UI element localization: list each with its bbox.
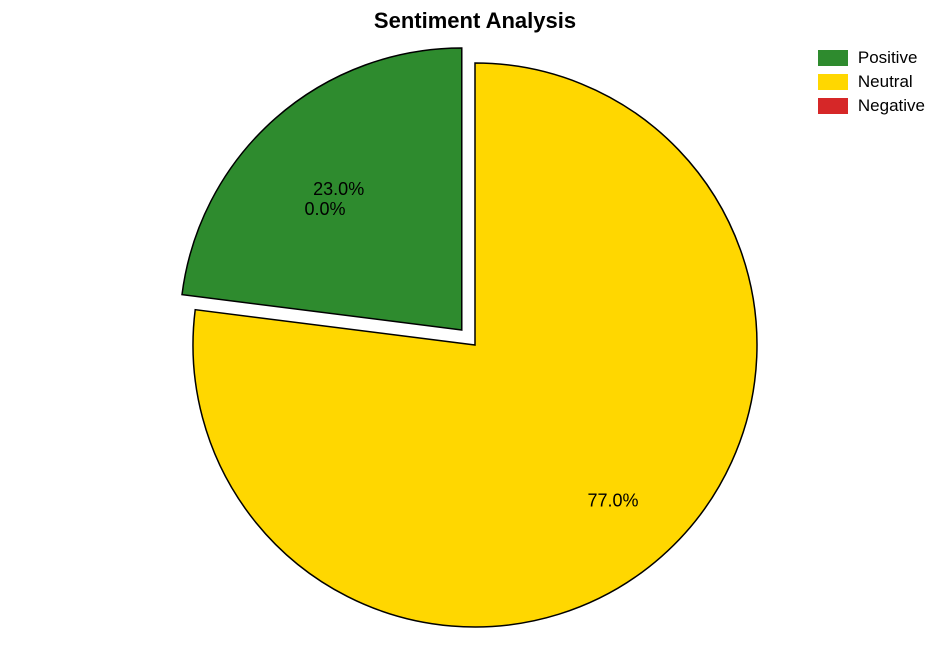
chart-container: Sentiment Analysis Positive Neutral Nega… [0, 0, 950, 662]
legend: Positive Neutral Negative [818, 48, 925, 120]
legend-swatch-positive [818, 50, 848, 66]
slice-label-negative: 0.0% [304, 199, 345, 219]
legend-item-neutral: Neutral [818, 72, 925, 92]
legend-swatch-neutral [818, 74, 848, 90]
chart-title: Sentiment Analysis [0, 8, 950, 34]
legend-item-positive: Positive [818, 48, 925, 68]
slice-label-positive: 23.0% [313, 179, 364, 199]
legend-item-negative: Negative [818, 96, 925, 116]
legend-label-positive: Positive [858, 48, 918, 68]
legend-label-neutral: Neutral [858, 72, 913, 92]
pie-chart: 77.0% 23.0%0.0% [175, 60, 775, 660]
legend-label-negative: Negative [858, 96, 925, 116]
slice-label-neutral: 77.0% [587, 490, 638, 510]
legend-swatch-negative [818, 98, 848, 114]
